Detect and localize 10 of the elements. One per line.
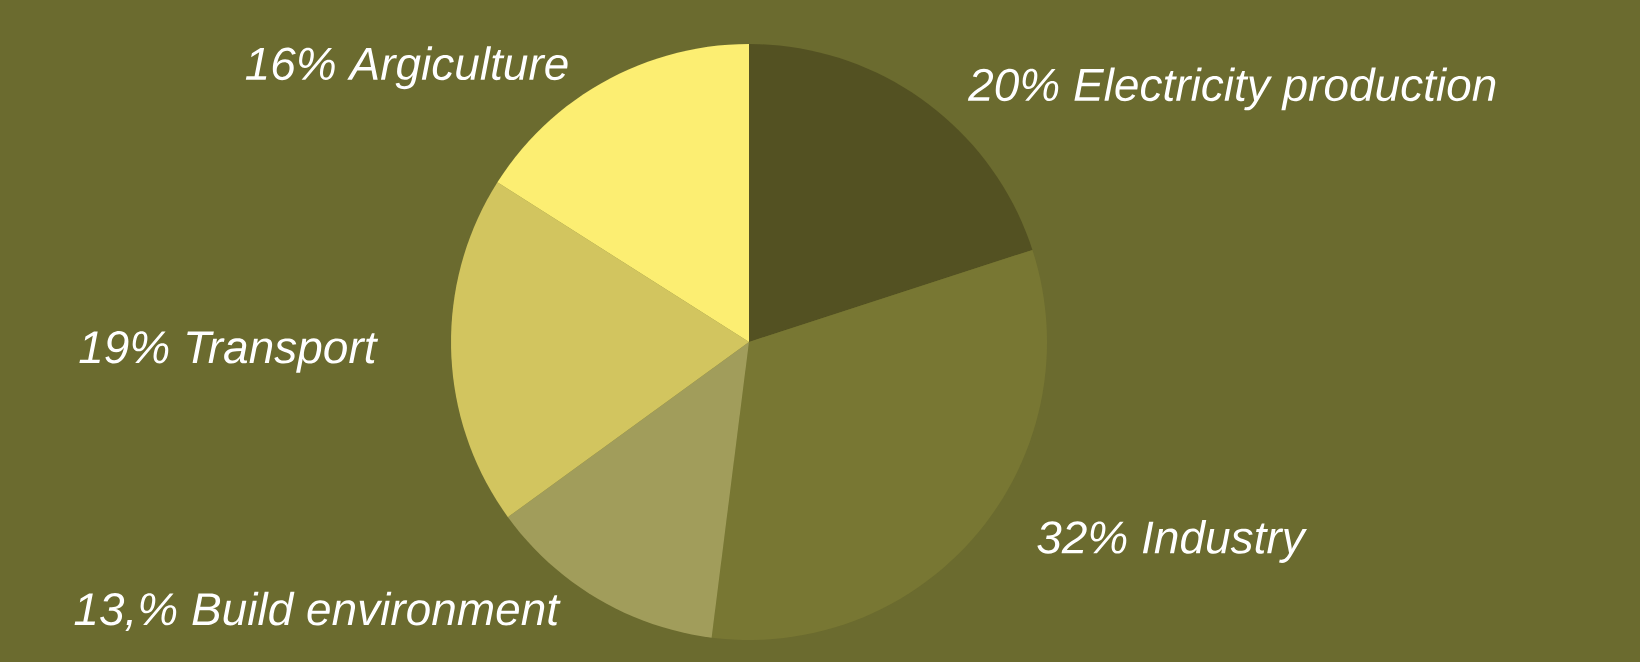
data-label: 32%: [1037, 521, 1127, 554]
slice-label: Argiculture: [347, 46, 568, 90]
data-label: 20%: [967, 68, 1059, 102]
slice-label: Industry: [1142, 520, 1308, 563]
slice-label: Electricity production: [1074, 67, 1496, 111]
slice-label: Build environment: [192, 591, 561, 626]
data-label: 19%: [79, 330, 169, 364]
slice-label: Transport: [187, 331, 379, 373]
data-label: 16%: [245, 47, 335, 81]
data-label: 13,%: [74, 592, 177, 631]
